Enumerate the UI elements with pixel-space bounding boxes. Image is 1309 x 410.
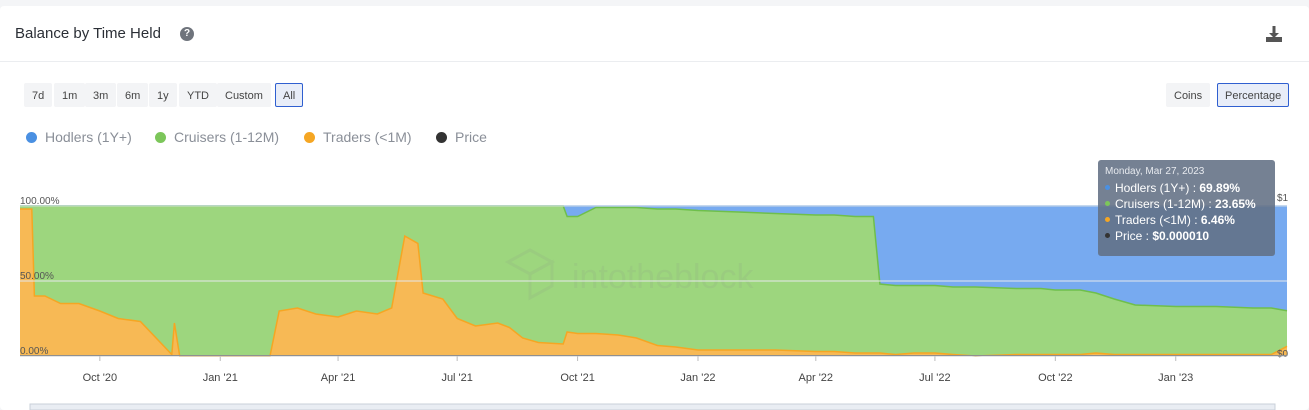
tooltip-row: Hodlers (1Y+) : 69.89%: [1105, 180, 1268, 196]
legend-dot-icon: [155, 132, 166, 143]
legend-label: Price: [455, 129, 487, 145]
tooltip-label: Traders (<1M) :: [1115, 213, 1201, 227]
range-button-1y[interactable]: 1y: [149, 83, 177, 107]
tooltip: Monday, Mar 27, 2023 Hodlers (1Y+) : 69.…: [1098, 160, 1275, 256]
legend-label: Traders (<1M): [323, 129, 412, 145]
tooltip-row: Price : $0.000010: [1105, 228, 1268, 244]
range-button-custom[interactable]: Custom: [217, 83, 271, 107]
question-circle-icon[interactable]: ?: [180, 27, 194, 41]
hodlers-area: [20, 206, 1287, 311]
range-button-6m[interactable]: 6m: [117, 83, 149, 107]
tooltip-value: $0.000010: [1152, 229, 1210, 243]
y-tick-label: 50.00%: [20, 271, 54, 282]
tooltip-value: 6.46%: [1200, 213, 1235, 227]
watermark: intotheblock: [504, 248, 754, 301]
traders-area: [20, 209, 1287, 356]
legend-dot-icon: [26, 132, 37, 143]
range-button-all[interactable]: All: [275, 83, 304, 107]
chart-card: Balance by Time Held ? 7d 1m 3m 6m 1y YTD Cust…: [0, 6, 1309, 410]
tooltip-dot-icon: [1105, 233, 1110, 238]
range-button-1m[interactable]: 1m: [54, 83, 86, 107]
right-axis-label: $0: [1277, 349, 1289, 360]
x-tick-label: Jan '22: [680, 372, 715, 384]
tooltip-dot-icon: [1105, 185, 1110, 190]
x-tick-label: Jan '23: [1158, 372, 1193, 384]
tooltip-label: Hodlers (1Y+) :: [1115, 181, 1200, 195]
legend-label: Hodlers (1Y+): [45, 129, 132, 145]
x-tick-label: Apr '21: [321, 372, 356, 384]
x-tick-label: Apr '22: [799, 372, 834, 384]
tooltip-value: 23.65%: [1215, 197, 1256, 211]
tooltip-row: Cruisers (1-12M) : 23.65%: [1105, 196, 1268, 212]
right-axis-label: $1: [1277, 193, 1289, 204]
range-navigator[interactable]: [29, 403, 1276, 410]
x-tick-label: Jan '21: [203, 372, 238, 384]
tooltip-label: Price :: [1115, 229, 1153, 243]
y-tick-label: 100.00%: [20, 196, 60, 207]
balance-chart: intotheblock 100.00% 50.00% 0.00% $1 $0 Oct '…: [20, 193, 1289, 410]
range-button-7d[interactable]: 7d: [24, 83, 53, 107]
tooltip-date: Monday, Mar 27, 2023: [1105, 166, 1205, 177]
legend-dot-icon: [304, 132, 315, 143]
tooltip-value: 69.89%: [1199, 181, 1241, 195]
legend-item[interactable]: Cruisers (1-12M): [155, 128, 279, 146]
tooltip-dot-icon: [1105, 201, 1110, 206]
unit-button-coins[interactable]: Coins: [1166, 83, 1211, 107]
legend-item[interactable]: Traders (<1M): [304, 128, 412, 146]
tooltip-row: Traders (<1M) : 6.46%: [1105, 212, 1268, 228]
tooltip-dot-icon: [1105, 217, 1110, 222]
tooltip-label: Cruisers (1-12M) :: [1115, 197, 1216, 211]
range-button-ytd[interactable]: YTD: [179, 83, 217, 107]
card-header: Balance by Time Held ?: [0, 6, 1309, 62]
legend-item[interactable]: Price: [436, 128, 487, 146]
x-tick-label: Oct '20: [83, 372, 118, 384]
watermark-text: intotheblock: [572, 258, 754, 296]
chart-title: Balance by Time Held: [15, 25, 161, 42]
legend-item[interactable]: Hodlers (1Y+): [26, 128, 132, 146]
range-button-3m[interactable]: 3m: [85, 83, 117, 107]
x-tick-label: Oct '21: [560, 372, 595, 384]
y-tick-label: 0.00%: [20, 346, 48, 357]
x-tick-label: Jul '21: [441, 372, 472, 384]
download-icon[interactable]: [1265, 25, 1283, 43]
x-tick-label: Oct '22: [1038, 372, 1073, 384]
x-tick-label: Jul '22: [919, 372, 950, 384]
legend-dot-icon: [436, 132, 447, 143]
traders-line: [20, 208, 1288, 357]
legend-label: Cruisers (1-12M): [174, 129, 280, 145]
unit-button-percentage[interactable]: Percentage: [1217, 83, 1290, 107]
